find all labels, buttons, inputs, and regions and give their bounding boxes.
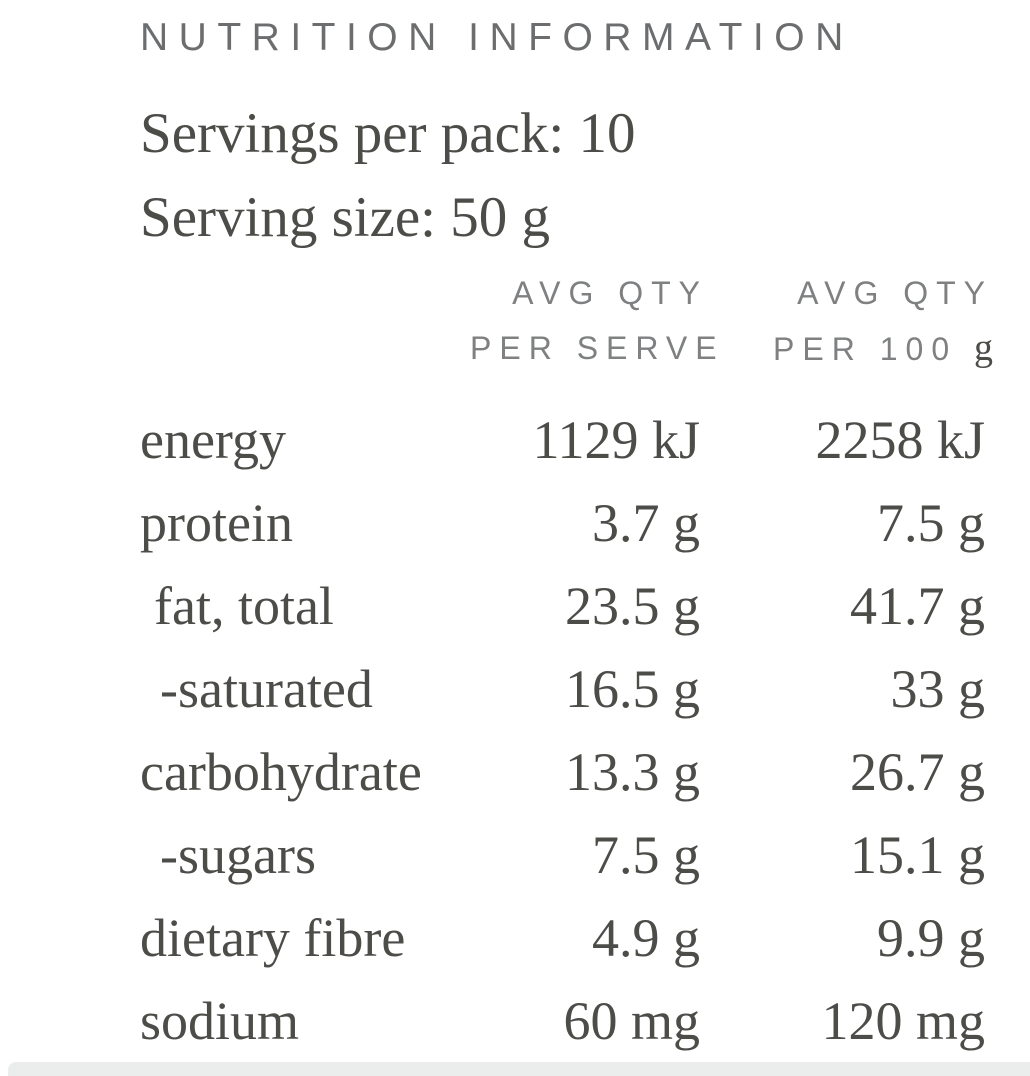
grams-unit-text: g	[974, 327, 993, 369]
nutrient-label: energy	[140, 409, 286, 470]
nutrient-label: dietary fibre	[140, 907, 406, 968]
table-row: protein 3.7 g 7.5 g	[140, 481, 985, 564]
table-row: -saturated 16.5 g 33 g	[140, 647, 985, 730]
per-100g-value: 2258 kJ	[815, 409, 985, 470]
per-serve-value: 23.5 g	[565, 575, 700, 636]
per-serve-value: 13.3 g	[565, 741, 700, 802]
serving-info: Servings per pack: 10 Serving size: 50 g	[140, 92, 635, 260]
page-title: NUTRITION INFORMATION	[140, 16, 854, 59]
nutrient-label: carbohydrate	[140, 741, 422, 802]
table-row: carbohydrate 13.3 g 26.7 g	[140, 730, 985, 813]
per-serve-value: 3.7 g	[592, 492, 700, 553]
nutrition-table: energy 1129 kJ 2258 kJ protein 3.7 g 7.5…	[140, 398, 985, 1062]
avg-qty-label: AVG QTY	[512, 275, 708, 311]
per-serve-value: 16.5 g	[565, 658, 700, 719]
header-spacer	[140, 266, 470, 377]
avg-qty-label: AVG QTY	[797, 275, 993, 311]
per-serve-value: 60 mg	[563, 990, 700, 1051]
table-row: -sugars 7.5 g 15.1 g	[140, 813, 985, 896]
column-header-per-serve: AVG QTY PER SERVE	[470, 266, 717, 377]
per-100-text: PER 100	[773, 331, 974, 367]
per-100g-value: 9.9 g	[877, 907, 985, 968]
column-header-per-100g: AVG QTY PER 100 g	[700, 266, 993, 377]
table-row: dietary fibre 4.9 g 9.9 g	[140, 896, 985, 979]
per-100g-value: 120 mg	[821, 990, 985, 1051]
table-row: sodium 60 mg 120 mg	[140, 979, 985, 1062]
per-serve-value: 1129 kJ	[532, 409, 700, 470]
per-serve-label: PER SERVE	[470, 330, 725, 366]
per-serve-value: 4.9 g	[592, 907, 700, 968]
nutrient-label: protein	[140, 492, 293, 553]
per-100g-value: 7.5 g	[877, 492, 985, 553]
nutrient-label: -saturated	[160, 658, 373, 719]
nutrient-label: -sugars	[160, 824, 316, 885]
servings-per-pack: Servings per pack: 10	[140, 102, 636, 165]
nutrient-label: fat, total	[154, 575, 334, 636]
per-100g-value: 15.1 g	[850, 824, 985, 885]
per-100g-value: 41.7 g	[850, 575, 985, 636]
per-100g-label: PER 100 g	[700, 321, 993, 377]
nutrient-label: sodium	[140, 990, 300, 1051]
serving-size: Serving size: 50 g	[140, 186, 551, 249]
bottom-divider-band	[8, 1062, 1030, 1076]
table-row: fat, total 23.5 g 41.7 g	[140, 564, 985, 647]
per-100g-value: 33 g	[890, 658, 986, 719]
table-column-headers: AVG QTY PER SERVE AVG QTY PER 100 g	[140, 266, 993, 377]
per-100g-value: 26.7 g	[850, 741, 985, 802]
table-row: energy 1129 kJ 2258 kJ	[140, 398, 985, 481]
per-serve-value: 7.5 g	[592, 824, 700, 885]
